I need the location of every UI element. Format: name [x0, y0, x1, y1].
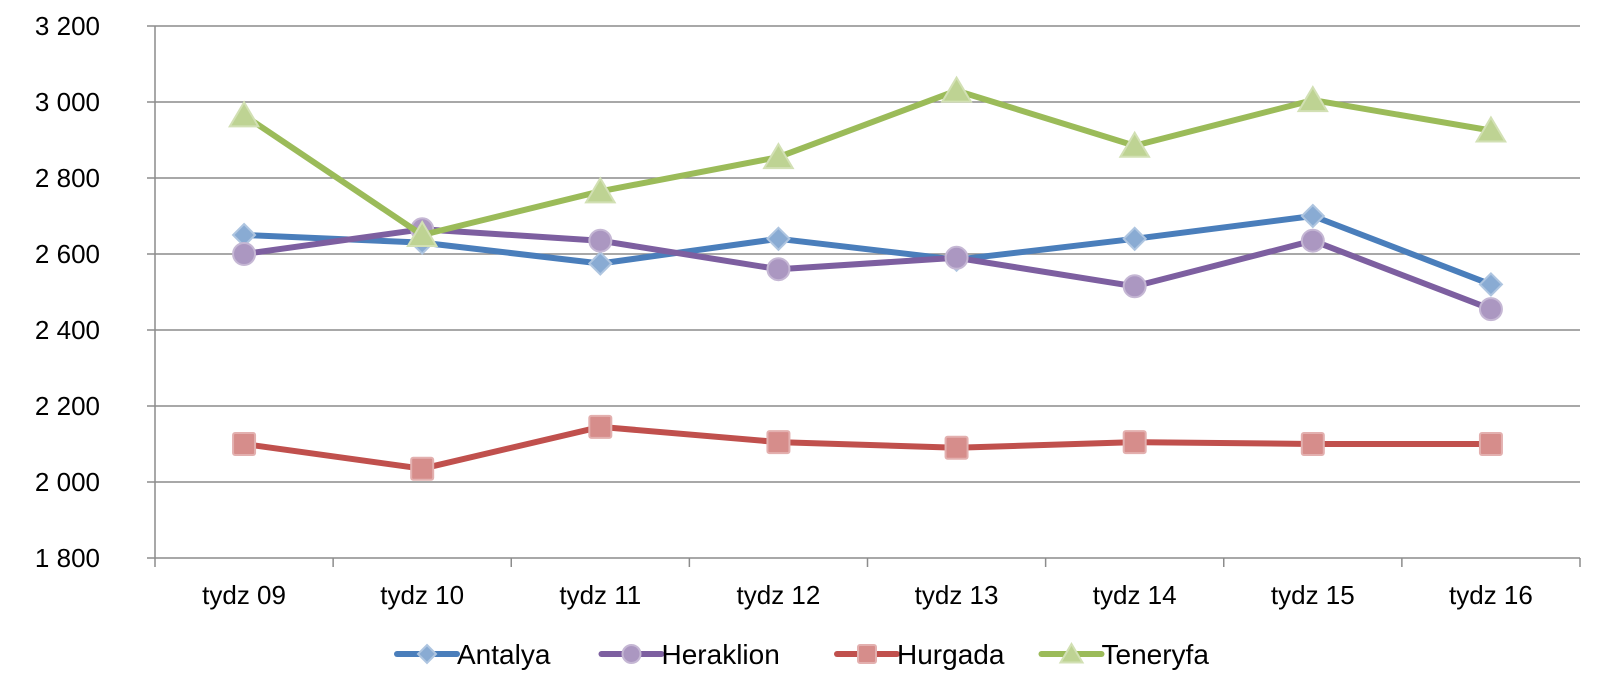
data-point-hurgada: [1300, 432, 1325, 456]
legend-marker-hurgada: [857, 644, 877, 664]
legend-item-heraklion: Heraklion: [598, 639, 780, 670]
data-point-teneryfa: [1296, 85, 1329, 113]
data-point-hurgada: [410, 456, 435, 481]
x-tick-label: tydz 15: [1271, 580, 1355, 610]
data-point-antalya: [1300, 203, 1326, 229]
legend-item-teneryfa: Teneryfa: [1038, 639, 1210, 670]
series-line-hurgada: [241, 423, 1494, 472]
data-point-antalya: [587, 251, 613, 276]
series-lines: [228, 75, 1507, 481]
series-line-teneryfa: [241, 87, 1494, 238]
x-tick-label: tydz 14: [1093, 580, 1177, 610]
data-point-hurgada: [944, 435, 969, 460]
y-tick-label: 3 200: [35, 11, 100, 41]
data-point-hurgada: [1122, 430, 1147, 455]
data-point-hurgada: [766, 430, 791, 455]
data-point-teneryfa: [1118, 130, 1151, 158]
series-teneryfa: [228, 75, 1507, 248]
y-tick-label: 1 800: [35, 543, 100, 573]
x-tick-label: tydz 12: [737, 580, 821, 610]
data-point-heraklion: [766, 257, 791, 282]
y-tick-label: 3 000: [35, 87, 100, 117]
x-tick-label: tydz 10: [380, 580, 464, 610]
data-point-heraklion: [944, 245, 969, 270]
legend-label-antalya: Antalya: [457, 639, 551, 670]
data-point-antalya: [1478, 271, 1504, 297]
data-point-hurgada: [1478, 432, 1503, 456]
data-point-teneryfa: [762, 142, 795, 170]
legend-item-hurgada: Hurgada: [834, 639, 1005, 670]
y-tick-label: 2 800: [35, 163, 100, 193]
x-tick-label: tydz 13: [915, 580, 999, 610]
legend-label-hurgada: Hurgada: [897, 639, 1005, 670]
y-tick-label: 2 000: [35, 467, 100, 497]
data-point-teneryfa: [584, 176, 617, 204]
y-tick-label: 2 400: [35, 315, 100, 345]
data-point-teneryfa: [940, 75, 973, 103]
legend-label-teneryfa: Teneryfa: [1102, 639, 1210, 670]
gridlines: [155, 25, 1580, 483]
data-point-heraklion: [1122, 274, 1147, 299]
data-point-antalya: [766, 226, 791, 252]
legend-label-heraklion: Heraklion: [662, 639, 780, 670]
series-line-antalya: [241, 213, 1494, 288]
data-point-teneryfa: [228, 100, 261, 128]
series-line-heraklion: [241, 226, 1494, 313]
legend-marker-teneryfa: [1058, 642, 1085, 664]
series-heraklion: [232, 217, 1503, 322]
data-point-teneryfa: [1474, 115, 1507, 143]
legend-marker-heraklion: [621, 644, 642, 664]
data-point-heraklion: [1478, 297, 1503, 322]
legend-item-antalya: Antalya: [394, 639, 551, 670]
data-point-heraklion: [232, 242, 257, 266]
y-tick-label: 2 200: [35, 391, 100, 421]
legend-marker-antalya: [416, 643, 438, 665]
data-point-hurgada: [232, 432, 257, 456]
data-point-heraklion: [588, 228, 613, 253]
legend: Antalya Heraklion Hurgada Teneryfa: [394, 639, 1210, 670]
y-tick-label: 2 600: [35, 239, 100, 269]
x-tick-label: tydz 09: [202, 580, 286, 610]
data-point-antalya: [1122, 226, 1148, 252]
data-point-hurgada: [588, 414, 613, 439]
x-tick-label: tydz 11: [559, 580, 641, 610]
series-hurgada: [232, 414, 1503, 481]
axes: 1 800 2 000 2 200 2 400 2 600 2 800 3 000 3 200…: [35, 11, 1581, 610]
data-point-heraklion: [1300, 228, 1325, 253]
data-point-teneryfa: [406, 220, 439, 248]
x-tick-label: tydz 16: [1449, 580, 1533, 610]
